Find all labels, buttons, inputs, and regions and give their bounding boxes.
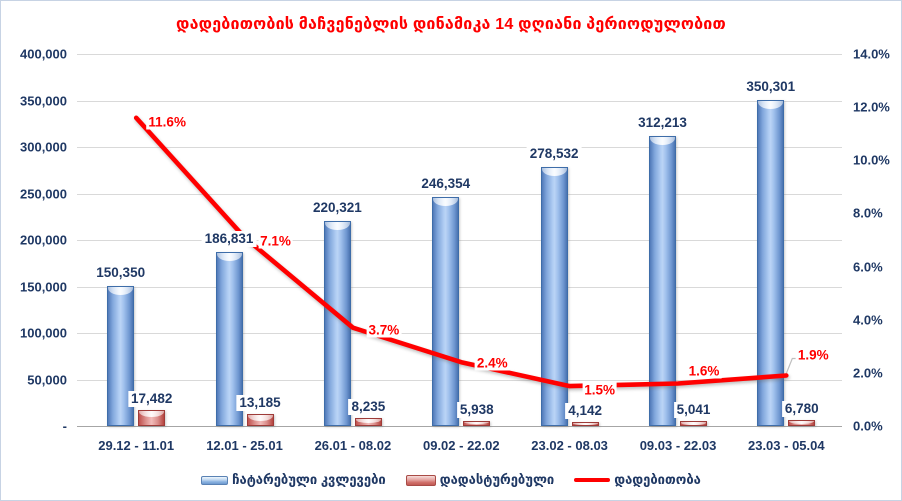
legend-label: დადებითობა bbox=[614, 472, 701, 487]
bar-confirmed bbox=[788, 419, 816, 426]
line-swatch-icon bbox=[574, 478, 611, 482]
gridline bbox=[77, 286, 842, 288]
gridline bbox=[77, 54, 842, 55]
confirmed-value-label: 8,235 bbox=[348, 399, 389, 416]
category-axis-label: 12.01 - 25.01 bbox=[206, 438, 283, 453]
tests-value-label: 350,301 bbox=[743, 79, 799, 96]
bar-confirmed bbox=[571, 422, 599, 426]
positivity-percent-label: 1.5% bbox=[582, 382, 617, 398]
bar-tests-performed bbox=[649, 135, 676, 426]
confirmed-value-label: 6,780 bbox=[781, 400, 822, 417]
positivity-percent-label: 1.6% bbox=[686, 363, 722, 378]
bar-top-bevel bbox=[216, 253, 242, 262]
bar-top-bevel bbox=[324, 222, 350, 231]
tests-value-label: 150,350 bbox=[93, 265, 149, 282]
bar-top-bevel bbox=[433, 197, 459, 206]
positivity-percent-label: 1.9% bbox=[795, 347, 831, 362]
bar-swatch-icon bbox=[201, 475, 229, 485]
confirmed-value-label: 5,041 bbox=[673, 402, 714, 419]
bar-tests-performed bbox=[323, 221, 351, 426]
right-axis-tick-label: 2.0% bbox=[853, 365, 883, 381]
category-axis-label: 26.01 - 08.02 bbox=[314, 438, 392, 453]
left-axis-tick-label: 300,000 bbox=[20, 139, 67, 155]
bar-top-bevel bbox=[247, 414, 273, 421]
gridline bbox=[77, 379, 842, 381]
bar-top-bevel bbox=[108, 287, 134, 296]
legend-label: დადასტურებული bbox=[439, 472, 555, 487]
positivity-percent-label: 7.1% bbox=[258, 233, 293, 249]
bar-confirmed bbox=[138, 409, 166, 426]
left-axis-tick-label: 400,000 bbox=[20, 46, 67, 62]
left-axis-tick-label: 150,000 bbox=[20, 279, 67, 294]
bar-top-bevel bbox=[681, 422, 706, 425]
left-axis-tick-label: - bbox=[62, 418, 67, 434]
right-axis-tick-label: 6.0% bbox=[853, 259, 883, 275]
bar-confirmed bbox=[680, 421, 707, 426]
tests-value-label: 278,532 bbox=[526, 146, 582, 162]
tests-value-label: 312,213 bbox=[635, 114, 690, 131]
left-axis-tick-label: 250,000 bbox=[20, 186, 67, 201]
confirmed-value-label: 5,938 bbox=[456, 401, 497, 418]
gridline bbox=[77, 426, 842, 427]
category-axis-label: 23.02 - 08.03 bbox=[531, 438, 608, 453]
bar-top-bevel bbox=[139, 410, 165, 417]
right-axis-tick-label: 8.0% bbox=[853, 205, 883, 221]
bar-top-bevel bbox=[758, 101, 784, 110]
bar-confirmed bbox=[463, 420, 491, 426]
right-axis-tick-label: 4.0% bbox=[853, 312, 883, 328]
gridline bbox=[77, 333, 842, 334]
bar-top-bevel bbox=[355, 419, 381, 424]
right-axis-tick-label: 14.0% bbox=[853, 46, 890, 62]
right-axis-tick-label: 10.0% bbox=[853, 152, 890, 168]
legend-item-positivity: დადებითობა bbox=[574, 472, 701, 488]
right-axis-tick-label: 0.0% bbox=[853, 418, 883, 434]
left-axis-tick-label: 200,000 bbox=[20, 232, 67, 248]
positivity-percent-label: 3.7% bbox=[366, 322, 402, 338]
left-axis-tick-label: 350,000 bbox=[20, 93, 67, 108]
bar-confirmed bbox=[354, 418, 382, 426]
bar-tests-performed bbox=[540, 167, 568, 426]
bar-top-bevel bbox=[789, 420, 815, 424]
confirmed-value-label: 4,142 bbox=[565, 403, 605, 420]
confirmed-value-label: 13,185 bbox=[236, 394, 284, 411]
gridline bbox=[77, 147, 842, 148]
gridline bbox=[77, 240, 842, 241]
bar-top-bevel bbox=[650, 136, 675, 145]
left-axis-tick-label: 50,000 bbox=[27, 372, 67, 387]
bar-swatch-icon bbox=[405, 474, 436, 486]
tests-value-label: 246,354 bbox=[418, 175, 474, 192]
bar-tests-performed bbox=[432, 196, 460, 426]
legend: ჩატარებული კვლევები დადასტურებული დადებითო… bbox=[1, 469, 901, 491]
category-axis-label: 09.03 - 22.03 bbox=[639, 438, 717, 453]
legend-item-confirmed: დადასტურებული bbox=[405, 472, 555, 488]
gridline bbox=[77, 100, 842, 102]
legend-item-tests-performed: ჩატარებული კვლევები bbox=[201, 472, 386, 488]
category-axis-label: 09.02 - 22.02 bbox=[422, 438, 500, 453]
gridline bbox=[77, 193, 842, 195]
legend-label: ჩატარებული კვლევები bbox=[232, 472, 386, 487]
bar-tests-performed bbox=[757, 100, 785, 426]
confirmed-value-label: 17,482 bbox=[128, 390, 176, 407]
chart-title: დადებითობის მაჩვენებლის დინამიკა 14 დღია… bbox=[176, 16, 726, 33]
positivity-percent-label: 2.4% bbox=[474, 355, 510, 371]
category-axis-label: 23.03 - 05.04 bbox=[747, 438, 825, 453]
bar-top-bevel bbox=[464, 421, 490, 425]
left-axis-tick-label: 100,000 bbox=[20, 325, 67, 341]
positivity-percent-label: 11.6% bbox=[146, 114, 188, 130]
tests-value-label: 220,321 bbox=[309, 200, 365, 217]
bar-top-bevel bbox=[541, 168, 567, 176]
bar-confirmed bbox=[246, 413, 274, 426]
tests-value-label: 186,831 bbox=[201, 231, 257, 248]
bar-top-bevel bbox=[572, 423, 598, 425]
right-axis-tick-label: 12.0% bbox=[853, 99, 890, 115]
category-axis-label: 29.12 - 11.01 bbox=[98, 438, 175, 453]
